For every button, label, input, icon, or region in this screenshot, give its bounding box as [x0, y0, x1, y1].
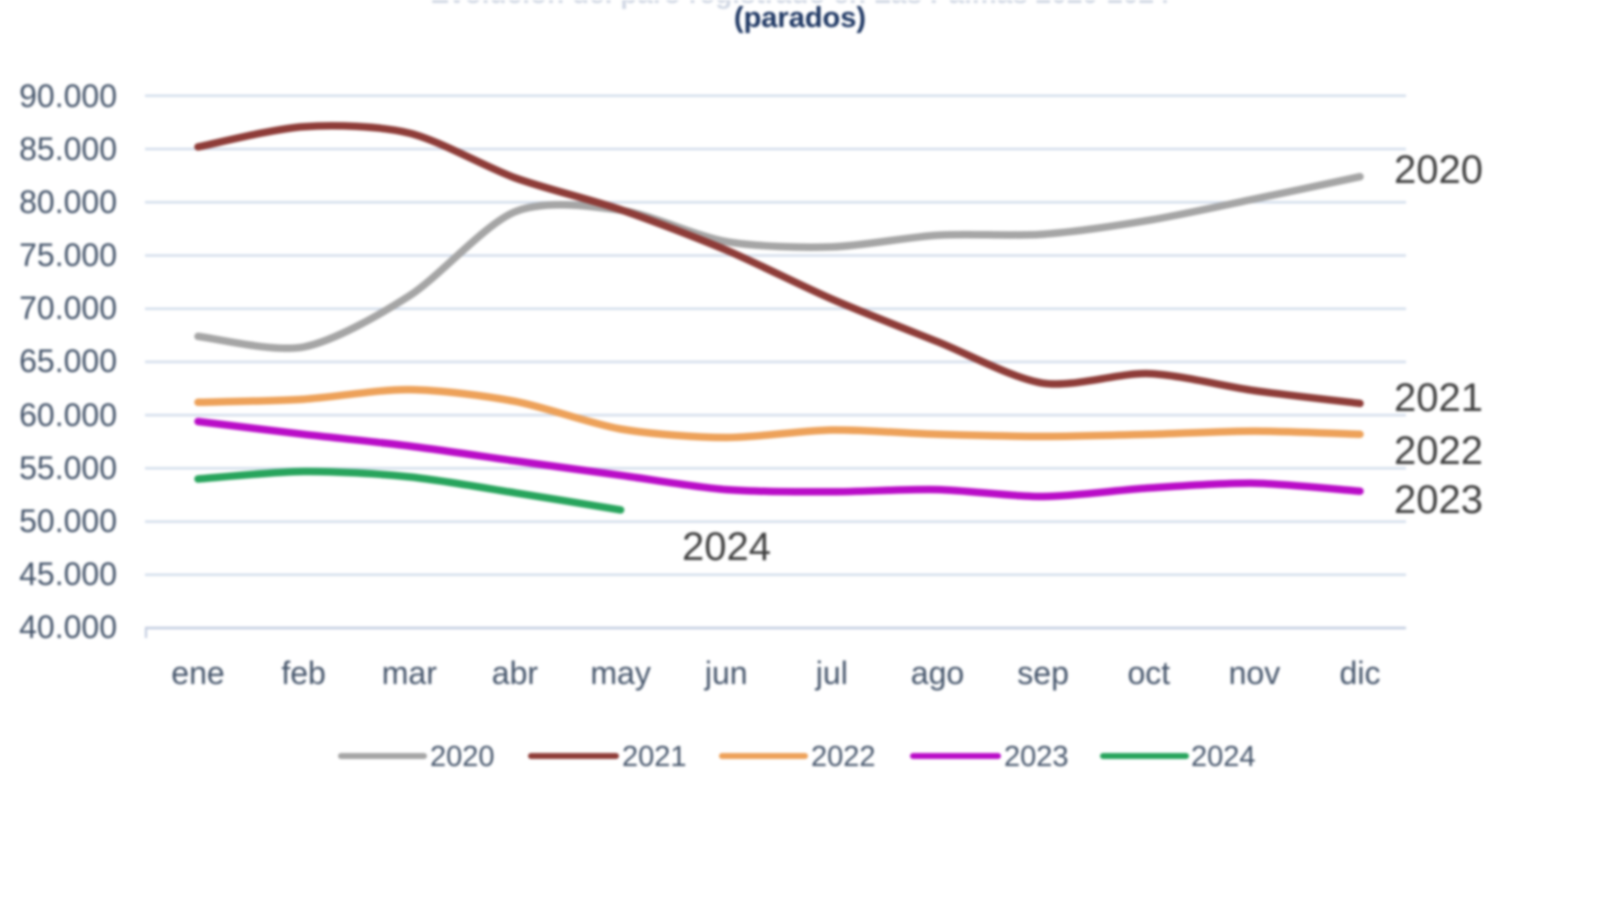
svg-text:40.000: 40.000 — [19, 609, 117, 645]
svg-text:90.000: 90.000 — [19, 78, 117, 114]
svg-text:2021: 2021 — [622, 741, 687, 773]
svg-text:50.000: 50.000 — [19, 503, 117, 539]
svg-text:2022: 2022 — [1394, 429, 1483, 473]
svg-text:2022: 2022 — [811, 741, 876, 773]
svg-text:Evolución del paro registrado: Evolución del paro registrado en Las Pal… — [430, 0, 1170, 9]
svg-text:may: may — [590, 655, 650, 691]
svg-text:oct: oct — [1127, 655, 1170, 691]
svg-text:2023: 2023 — [1004, 741, 1069, 773]
svg-text:ene: ene — [171, 655, 224, 691]
svg-text:70.000: 70.000 — [19, 290, 117, 326]
svg-text:85.000: 85.000 — [19, 131, 117, 167]
svg-text:2023: 2023 — [1394, 478, 1483, 522]
svg-text:75.000: 75.000 — [19, 237, 117, 273]
svg-text:sep: sep — [1017, 655, 1069, 691]
svg-text:60.000: 60.000 — [19, 397, 117, 433]
svg-text:abr: abr — [492, 655, 539, 691]
svg-text:2020: 2020 — [1394, 148, 1483, 192]
svg-text:2020: 2020 — [430, 741, 495, 773]
svg-text:(parados): (parados) — [734, 2, 866, 34]
svg-text:2024: 2024 — [1191, 741, 1256, 773]
svg-text:jun: jun — [704, 655, 748, 691]
svg-text:mar: mar — [382, 655, 437, 691]
svg-text:45.000: 45.000 — [19, 556, 117, 592]
svg-text:dic: dic — [1340, 655, 1381, 691]
svg-text:nov: nov — [1229, 655, 1281, 691]
svg-text:ago: ago — [911, 655, 964, 691]
svg-text:jul: jul — [815, 655, 848, 691]
svg-text:65.000: 65.000 — [19, 343, 117, 379]
svg-text:80.000: 80.000 — [19, 184, 117, 220]
svg-text:feb: feb — [281, 655, 325, 691]
svg-text:2021: 2021 — [1394, 376, 1483, 420]
svg-text:2024: 2024 — [682, 525, 771, 569]
svg-text:55.000: 55.000 — [19, 450, 117, 486]
